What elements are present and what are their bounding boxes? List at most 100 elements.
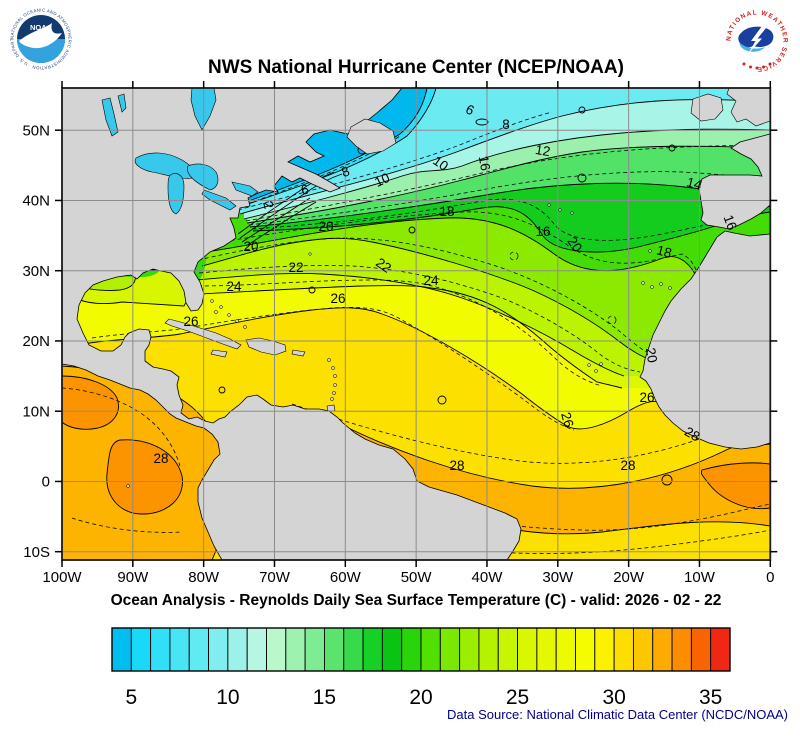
nws-logo: NATIONAL WEATHER SERVICE [724,8,790,74]
colorbar-cell [536,627,557,672]
nws-stars [742,62,772,70]
newfoundland [346,118,397,155]
axis-ticks [55,81,778,567]
lat-tick-label: 0 [42,474,50,491]
colorbar-cell [343,627,364,672]
colorbar-cell [517,627,538,672]
isotherm-label: 2 [260,199,276,210]
small-islands [126,203,672,488]
colorbar-tick-label: 25 [506,686,529,709]
cuba [164,318,242,350]
jamaica [210,349,228,358]
colorbar-cell [671,627,692,672]
lon-tick-label: 30W [542,569,574,586]
colorbar-cell [208,627,229,672]
colorbar-cell [459,627,480,672]
colorbar-cell [594,627,615,672]
france-iberia [698,133,771,230]
isotherm-label: 8 [502,117,510,132]
noaa-acronym: NOAA [30,23,53,32]
lat-tick-label: 10S [23,544,50,561]
colorbar-tick-label: 20 [409,686,432,709]
puerto-rico [291,349,306,357]
noaa-logo: NATIONAL OCEANIC AND ATMOSPHERIC ADMINIS… [8,6,74,72]
data-source-note: Data Source: National Climatic Data Cent… [447,707,788,722]
colorbar-cell [304,627,325,672]
lat-tick-label: 20N [22,333,50,350]
isotherm-label: 28 [153,451,168,466]
longitude-labels: 100W 90W 80W 70W 60W 50W 40W 30W 20W 10W 0 [42,569,774,586]
isotherm-label: 28 [682,424,703,445]
lon-tick-label: 40W [472,569,504,586]
colorbar-tick-label: 35 [699,686,722,709]
lake-winnipeg-2 [117,93,127,113]
lon-tick-label: 60W [330,569,362,586]
colorbar-cell [613,627,634,672]
colorbar-cell [130,627,152,672]
colorbar-cell [420,627,441,672]
nws-lightning-icon [748,26,766,54]
colorbar-cell [478,627,499,672]
colorbar-cell [381,627,403,672]
lon-tick-label: 100W [42,569,82,586]
trinidad [326,404,336,412]
colorbar-cell [246,627,267,672]
isotherm-label: 28 [620,458,635,473]
latitude-labels: 50N 40N 30N 20N 10N 0 10S [22,122,50,561]
colorbar-cell [285,627,306,672]
colorbar-cell [169,627,190,672]
lat-tick-label: 40N [22,193,50,210]
isotherm-label: 18 [439,204,454,219]
isotherm-label: 16 [721,213,740,232]
colorbar-tick-label: 5 [125,686,137,709]
colorbar-cell [401,627,422,672]
colorbar-cell [227,627,248,672]
lon-tick-label: 50W [401,569,433,586]
isotherm-label: 22 [373,255,394,276]
colorbar-cell [497,627,519,672]
isotherm-label: 22 [288,260,303,275]
lake-huron [187,163,219,191]
colorbar-cell [652,627,673,672]
isotherm-label: 12 [534,142,551,159]
isotherm-label: 6 [299,181,310,197]
lake-ontario [231,181,259,197]
lat-tick-label: 50N [22,122,50,139]
map-caption: Ocean Analysis - Reynolds Daily Sea Surf… [111,592,722,609]
isotherm-label: 10 [372,170,392,190]
colorbar-cell [710,627,731,672]
nws-cloud-base-icon [739,42,765,52]
isotherm-label: 16 [476,155,493,172]
isotherm-label: 26 [639,390,654,405]
colorbar: 5 10 15 20 25 30 35 [111,627,731,709]
isotherm-label: 26 [330,291,345,306]
isotherm-label: 20 [564,234,585,255]
colorbar-cell [323,627,345,672]
isotherm-label: 14 [685,174,704,193]
lon-tick-label: 0 [766,569,774,586]
lat-lon-grid [62,88,771,560]
colorbar-tick-label: 30 [602,686,625,709]
isotherm-label: 20 [243,239,258,254]
colorbar-cell [188,627,210,672]
hispaniola [245,337,287,356]
colorbar-cell [555,627,576,672]
colorbar-cell [150,627,171,672]
lon-tick-label: 10W [684,569,716,586]
isotherm-label: 24 [423,273,439,288]
africa [639,230,771,450]
lon-tick-label: 90W [117,569,149,586]
isotherm-label: 26 [183,314,198,329]
isotherm-label: 10 [430,153,451,174]
lat-tick-label: 10N [22,403,50,420]
isotherm-label: 26 [558,411,576,429]
lon-tick-label: 80W [188,569,220,586]
lon-tick-label: 20W [613,569,645,586]
lon-tick-label: 70W [259,569,291,586]
isotherm-label: 16 [535,224,550,239]
landmasses [61,87,771,561]
colorbar-cell [690,627,712,672]
colorbar-cell [632,627,654,672]
